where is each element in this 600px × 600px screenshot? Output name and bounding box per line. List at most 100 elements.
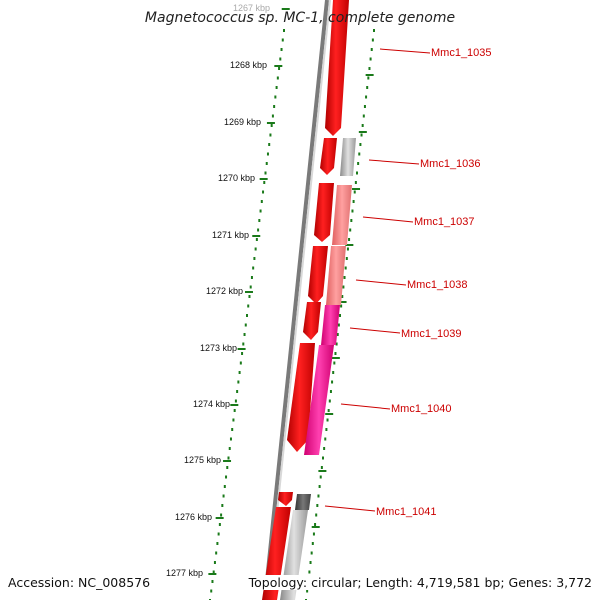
track-dot (327, 409, 330, 412)
track-dot (335, 342, 338, 346)
gene-arrow (325, 0, 349, 136)
track-dot (312, 532, 315, 536)
track-dot (356, 171, 358, 175)
tick-label: 1273 kbp (200, 343, 237, 353)
gene-block-gray (340, 138, 356, 176)
gene-label-mmc1-1039[interactable]: Mmc1_1039 (401, 328, 462, 340)
ruler-dot (236, 390, 239, 393)
right-dotted-track (304, 29, 375, 600)
ruler-dot (226, 466, 229, 469)
ruler-dot (271, 114, 274, 118)
tick-label: 1271 kbp (212, 230, 249, 240)
track-dot (341, 295, 344, 298)
ruler-dot (216, 542, 219, 545)
ruler-dot (248, 295, 251, 298)
ruler-dot (262, 190, 265, 194)
track-dot (317, 494, 320, 498)
ruler-dot (220, 513, 223, 517)
track-dot (369, 57, 372, 61)
page-title: Magnetococcus sp. MC-1, complete genome (144, 10, 456, 26)
gene-block-dark-gray (295, 494, 311, 510)
kbp-tick-labels: 1267 kbp 1268 kbp 1269 kbp 1270 kbp 1271… (166, 3, 270, 578)
tick-label: 1268 kbp (230, 60, 267, 70)
track-dot (323, 447, 326, 450)
ruler-dot (233, 409, 236, 412)
ruler-dot (241, 352, 244, 355)
gene-label-mmc1-1041[interactable]: Mmc1_1041 (376, 506, 437, 518)
ruler-dot (278, 67, 281, 70)
track-dot (311, 542, 314, 545)
ruler-dot (213, 561, 216, 564)
ruler-dot (242, 342, 245, 346)
track-dot (367, 76, 370, 80)
track-dot (353, 190, 356, 194)
ruler-dot (254, 247, 257, 251)
track-dot (365, 95, 368, 99)
ruler-dot (211, 580, 214, 583)
gene-label-mmc1-1038[interactable]: Mmc1_1038 (407, 279, 468, 291)
ruler-dot (253, 257, 256, 260)
ruler-dot (257, 228, 260, 232)
ruler-dot (281, 38, 284, 42)
ruler-dot (234, 399, 237, 403)
ruler-dot (210, 589, 213, 593)
ruler-dot (263, 181, 266, 184)
sequence-backbone (263, 0, 329, 600)
track-dot (315, 513, 318, 517)
gene-label-mmc1-1040[interactable]: Mmc1_1040 (391, 403, 452, 415)
track-dot (350, 219, 353, 222)
track-dot (370, 48, 373, 51)
tick-label: 1267 kbp (233, 3, 270, 13)
track-dot (326, 418, 329, 422)
track-dot (348, 238, 351, 241)
track-dot (358, 152, 361, 156)
tick-label: 1272 kbp (206, 286, 243, 296)
track-dot (359, 143, 362, 146)
track-dot (361, 124, 364, 127)
ruler-dot (222, 494, 225, 498)
ruler-dot (269, 133, 272, 137)
tick-label: 1274 kbp (193, 399, 230, 409)
gene-label-mmc1-1037[interactable]: Mmc1_1037 (414, 216, 475, 228)
track-dot (351, 209, 354, 213)
ruler-dot (218, 523, 221, 526)
track-dot (318, 485, 321, 488)
gene-label-mmc1-1035[interactable]: Mmc1_1035 (431, 47, 492, 59)
ruler-dot (270, 124, 273, 127)
ruler-dot (250, 276, 253, 279)
track-dot (346, 247, 349, 251)
track-dot (373, 29, 375, 32)
gene-label-mmc1-1036[interactable]: Mmc1_1036 (420, 158, 481, 170)
ruler-dot (268, 143, 271, 146)
track-dot (339, 314, 341, 317)
track-dot (319, 475, 322, 479)
track-dot (362, 114, 365, 118)
gene-arrow (287, 343, 315, 452)
track-dot (324, 437, 327, 441)
track-dot (310, 551, 313, 555)
track-dot (363, 105, 366, 108)
ruler-dot (221, 504, 224, 507)
track-dot (357, 162, 360, 165)
ruler-dot (255, 238, 258, 241)
ruler-dot (266, 152, 269, 156)
ruler-dot (227, 456, 230, 460)
track-dot (325, 428, 328, 431)
ruler-dot (243, 333, 246, 336)
track-dot (340, 304, 343, 308)
ruler-dot (238, 371, 241, 374)
tick-label: 1276 kbp (175, 512, 212, 522)
track-dot (342, 285, 345, 289)
track-dot (316, 504, 319, 507)
track-dot (337, 323, 340, 327)
gene-arrow (278, 492, 293, 506)
ruler-dot (217, 532, 220, 536)
ruler-dot (228, 447, 231, 450)
gene-arrow (314, 183, 334, 242)
ruler-dot (239, 361, 242, 365)
track-dot (352, 200, 355, 203)
track-dot (314, 523, 317, 526)
ruler-dot (215, 551, 218, 555)
gene-block-pink (304, 345, 334, 455)
track-dot (332, 371, 335, 374)
